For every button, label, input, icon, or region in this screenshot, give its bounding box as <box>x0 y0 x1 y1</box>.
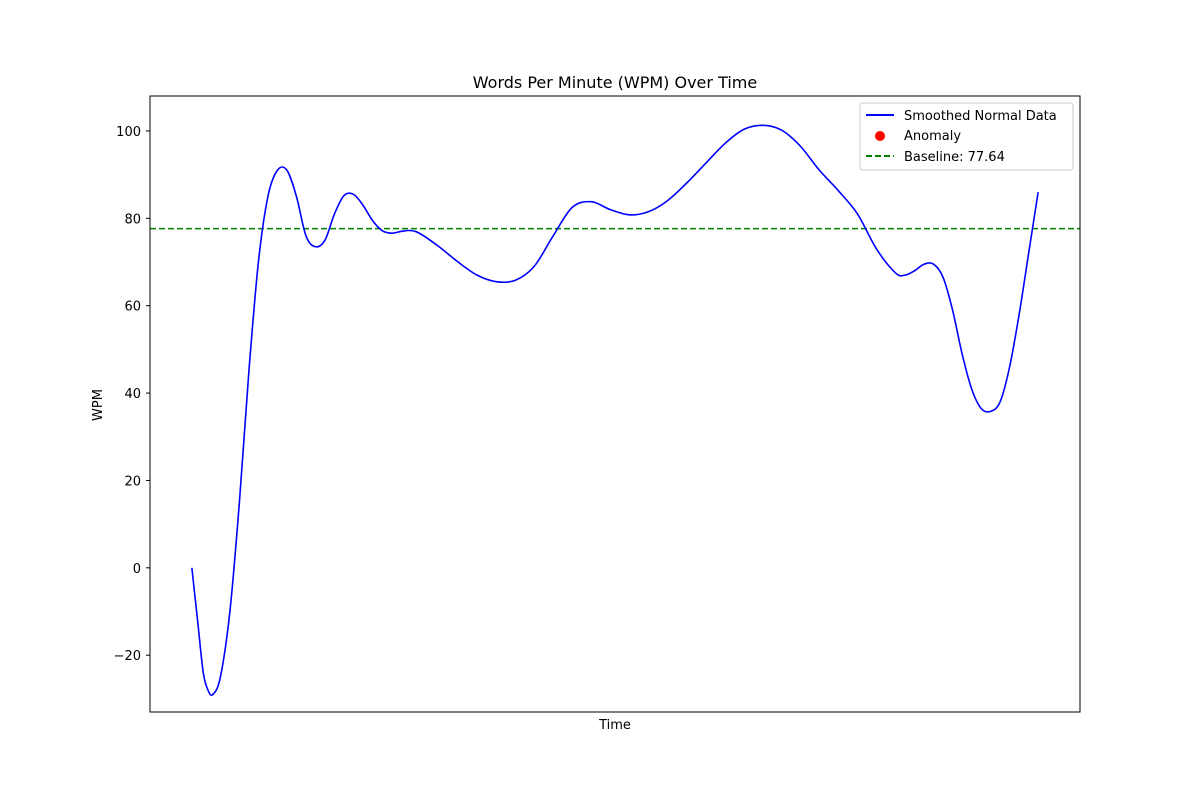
y-tick-label: 0 <box>133 562 141 577</box>
x-axis-label: Time <box>598 718 631 733</box>
y-tick-label: 40 <box>124 387 141 402</box>
legend: Smoothed Normal Data Anomaly Baseline: 7… <box>859 102 1074 171</box>
y-tick-label: 20 <box>124 474 141 489</box>
chart-title: Words Per Minute (WPM) Over Time <box>473 73 757 92</box>
legend-label-baseline: Baseline: 77.64 <box>904 150 1005 165</box>
y-axis-ticks: −20 0 20 40 60 80 100 <box>114 125 150 664</box>
legend-anomaly-swatch <box>875 131 885 141</box>
legend-label-smoothed: Smoothed Normal Data <box>904 109 1057 124</box>
axes-frame <box>149 95 1081 713</box>
y-tick-label: 60 <box>124 300 141 315</box>
y-axis-label: WPM <box>91 389 106 421</box>
y-tick-label: −20 <box>114 649 141 664</box>
plot-area <box>150 124 1080 697</box>
legend-label-anomaly: Anomaly <box>904 129 961 144</box>
y-tick-label: 100 <box>116 125 141 140</box>
series-line-smoothed-normal-data <box>191 124 1039 697</box>
y-tick-label: 80 <box>124 212 141 227</box>
legend-box <box>859 102 1074 171</box>
